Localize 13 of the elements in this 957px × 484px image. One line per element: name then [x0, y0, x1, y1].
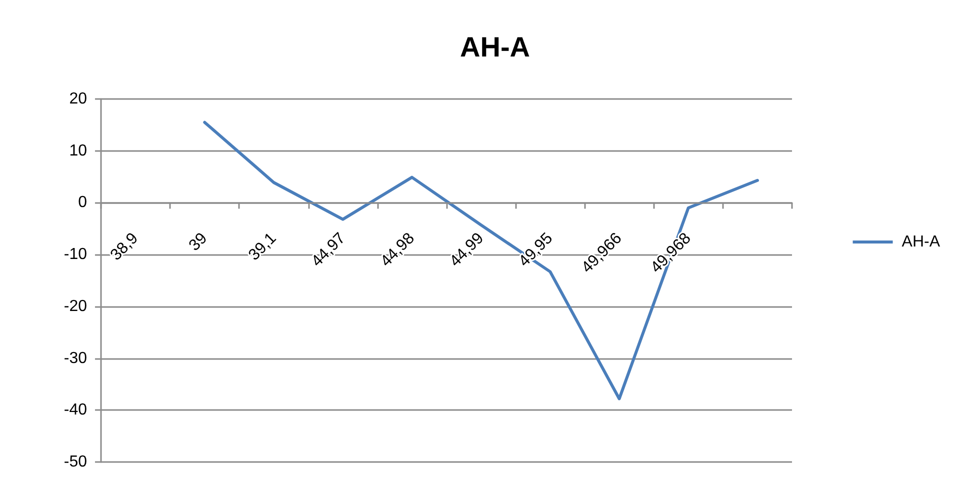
x-tick-label: 38,9: [108, 230, 142, 264]
legend-label: AH-A: [902, 234, 940, 250]
y-tick-label: 20: [69, 90, 88, 108]
x-tick-label: 39: [186, 230, 211, 255]
y-tick-label: -30: [64, 350, 88, 367]
y-tick-label: -10: [64, 246, 88, 264]
y-tick-label: 0: [78, 194, 88, 212]
y-tick-label: 10: [69, 142, 88, 160]
y-tick-label: -20: [64, 298, 88, 315]
chart-title: AH-A: [460, 32, 530, 62]
y-tick-label: -50: [64, 454, 88, 470]
x-tick-label: 39,1: [246, 230, 280, 264]
y-tick-label: -40: [64, 402, 88, 419]
